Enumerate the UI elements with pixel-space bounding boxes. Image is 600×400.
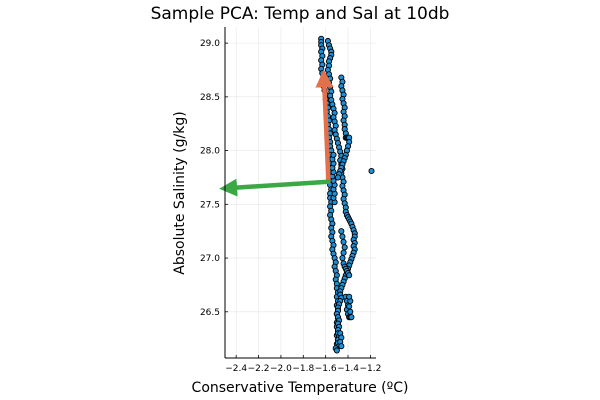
y-tick-label: 29.0 bbox=[200, 39, 220, 49]
pca-arrows bbox=[219, 69, 334, 197]
data-point bbox=[347, 308, 354, 315]
pc1-arrow bbox=[315, 69, 334, 185]
data-point bbox=[340, 249, 347, 256]
data-point bbox=[338, 228, 345, 235]
grid-lines bbox=[225, 27, 376, 358]
data-point bbox=[330, 151, 337, 158]
x-tick-label: −1.2 bbox=[359, 364, 381, 374]
y-tick-label: 28.0 bbox=[200, 147, 220, 157]
data-point bbox=[340, 238, 347, 245]
y-axis-title: Absolute Salinity (g/kg) bbox=[172, 111, 188, 274]
data-point bbox=[346, 303, 353, 310]
data-point bbox=[333, 347, 340, 354]
data-point bbox=[346, 293, 353, 300]
data-point bbox=[348, 314, 355, 321]
data-point bbox=[334, 174, 342, 181]
x-tick-label: −2.2 bbox=[248, 364, 270, 374]
data-point bbox=[346, 272, 353, 279]
y-axis-ticks: 26.5 27.0 27.5 28.0 28.5 29.0 bbox=[200, 39, 228, 318]
x-axis-title: Conservative Temperature (ºC) bbox=[192, 380, 409, 396]
x-axis-ticks: −2.4 −2.2 −2.0 −1.8 −1.6 −1.4 −1.2 bbox=[225, 355, 381, 374]
pc2-arrow bbox=[219, 178, 331, 197]
x-tick-label: −1.4 bbox=[337, 364, 359, 374]
axis-frame bbox=[224, 27, 376, 359]
data-point bbox=[341, 244, 348, 251]
y-tick-label: 27.5 bbox=[200, 200, 220, 210]
y-tick-label: 28.5 bbox=[200, 93, 220, 103]
y-tick-label: 26.5 bbox=[200, 308, 220, 318]
data-point bbox=[368, 167, 375, 175]
x-tick-label: −1.6 bbox=[315, 364, 337, 374]
data-point bbox=[339, 255, 346, 262]
data-point bbox=[338, 343, 345, 350]
x-tick-label: −1.8 bbox=[292, 364, 314, 374]
x-tick-label: −2.0 bbox=[270, 364, 292, 374]
x-tick-label: −2.4 bbox=[225, 364, 247, 374]
chart-title: Sample PCA: Temp and Sal at 10db bbox=[151, 4, 450, 24]
scatter-points bbox=[318, 35, 375, 354]
y-tick-label: 27.0 bbox=[200, 254, 220, 264]
data-point bbox=[339, 233, 346, 240]
